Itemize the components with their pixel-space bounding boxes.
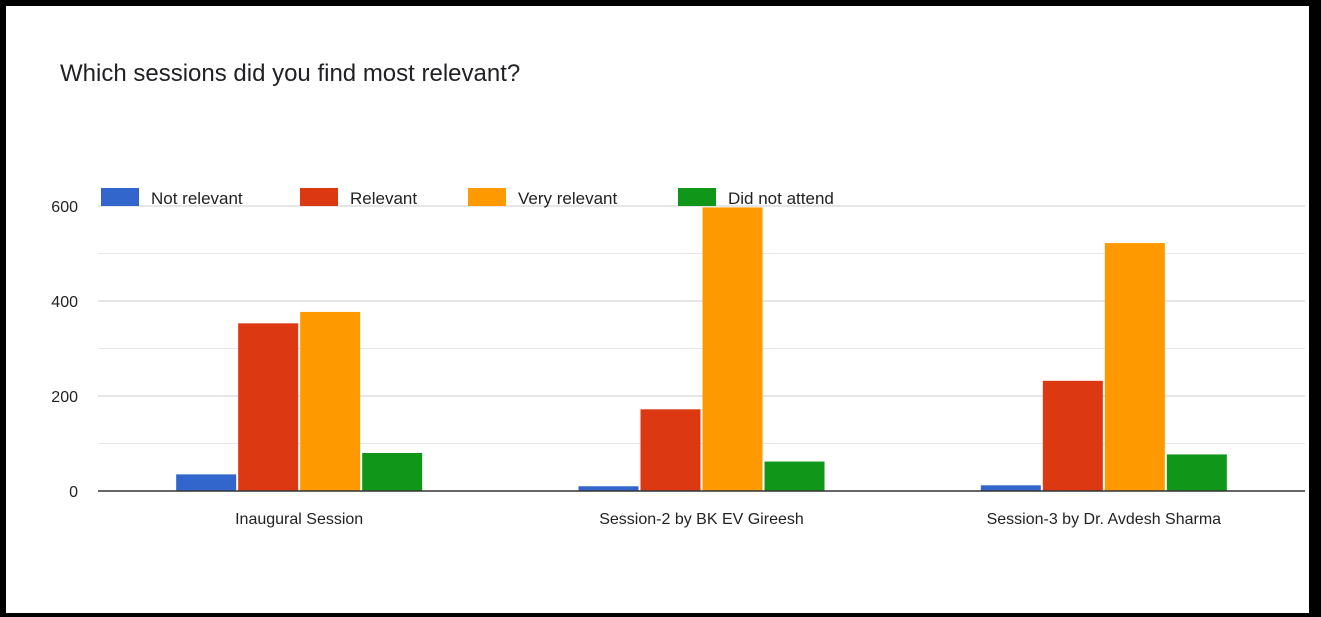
legend: Not relevant Relevant Very relevant Did not… [101, 188, 834, 208]
bar-relevant [1042, 380, 1103, 491]
bars [176, 207, 1227, 492]
y-tick-label: 400 [51, 294, 78, 311]
legend-label: Not relevant [151, 189, 243, 208]
legend-label: Did not attend [728, 189, 834, 208]
legend-swatch [678, 188, 716, 206]
y-tick-label: 600 [51, 199, 78, 216]
y-tick-label: 0 [69, 484, 78, 501]
legend-swatch [468, 188, 506, 206]
bar-did-not-attend [362, 453, 423, 491]
bar-did-not-attend [1166, 454, 1227, 491]
bar-not-relevant [578, 486, 639, 491]
axis: 0 200 400 600 Inaugural Session Session-2 by … [51, 199, 1305, 528]
bar-not-relevant [176, 474, 237, 491]
chart-title: Which sessions did you find most relevan… [60, 60, 521, 87]
legend-label: Relevant [350, 189, 417, 208]
legend-swatch [300, 188, 338, 206]
legend-swatch [101, 188, 139, 206]
bar-very-relevant [300, 311, 361, 491]
legend-label: Very relevant [518, 189, 617, 208]
y-tick-label: 200 [51, 389, 78, 406]
bar-relevant [238, 323, 299, 491]
bar-relevant [640, 409, 701, 491]
x-tick-label: Session-3 by Dr. Avdesh Sharma [987, 511, 1222, 528]
x-tick-label: Inaugural Session [235, 511, 363, 528]
gridlines [98, 205, 1305, 444]
bar-very-relevant [1104, 243, 1165, 491]
x-tick-label: Session-2 by BK EV Gireesh [599, 511, 804, 528]
bar-did-not-attend [764, 461, 825, 491]
bar-not-relevant [980, 485, 1041, 491]
bar-very-relevant [702, 207, 763, 492]
